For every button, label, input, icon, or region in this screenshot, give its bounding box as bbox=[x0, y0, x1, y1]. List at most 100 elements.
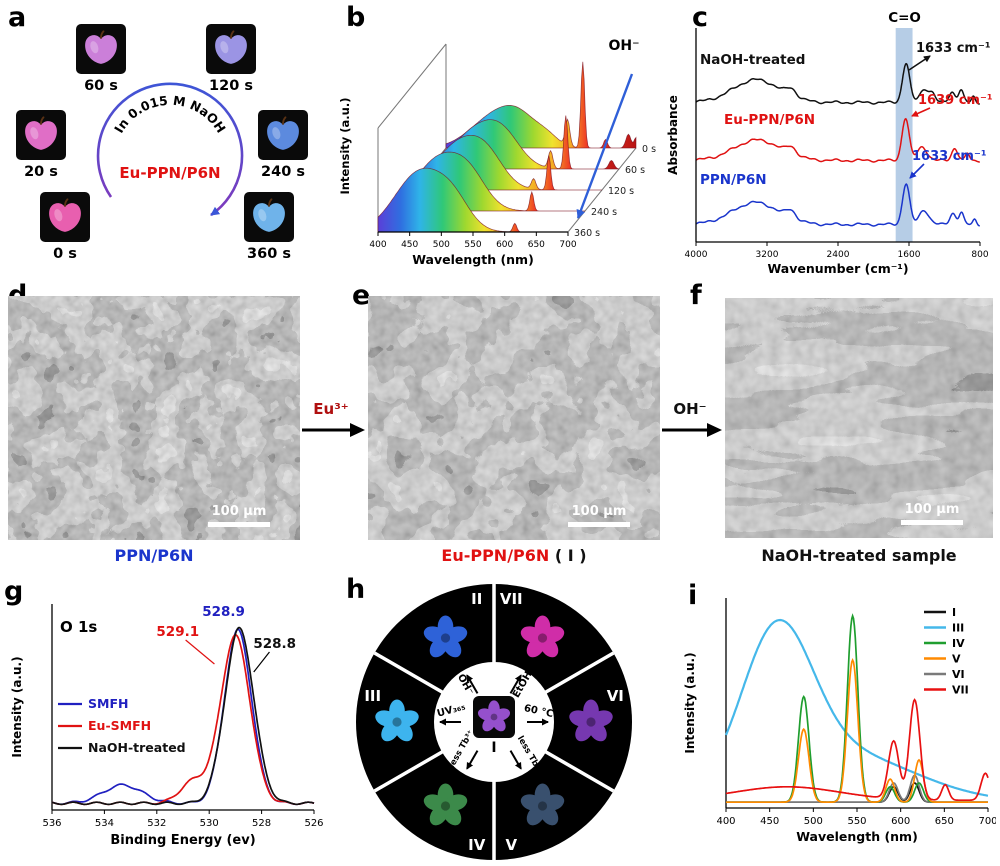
sem-image-eu-ppn-p6n: 100 μm bbox=[368, 296, 660, 540]
peak-wavenumber-label: 1639 cm⁻¹ bbox=[918, 93, 993, 108]
segment-numeral: IV bbox=[468, 836, 486, 854]
legend-label: SMFH bbox=[88, 696, 128, 711]
ftir-curve-0 bbox=[695, 62, 980, 105]
peak-wavenumber-label: 1633 cm⁻¹ bbox=[912, 149, 987, 164]
curve-name-label: NaOH-treated bbox=[700, 52, 805, 68]
sem-caption-f: NaOH-treated sample bbox=[725, 546, 993, 565]
segment-numeral: III bbox=[364, 687, 381, 705]
time-direction-arrow bbox=[576, 73, 634, 219]
legend-label: IV bbox=[952, 637, 965, 650]
y-axis-label: Intensity (a.u.) bbox=[338, 98, 352, 195]
xps-curve-2 bbox=[51, 626, 315, 806]
segment-numeral: VI bbox=[607, 687, 624, 705]
segment-numeral: V bbox=[505, 836, 517, 854]
ftir-curve-1 bbox=[695, 117, 980, 163]
time-label: 20 s bbox=[24, 164, 58, 180]
transition-arrow-e-to-f: OH⁻ bbox=[662, 400, 722, 437]
sem-caption-e-main: Eu-PPN/P6N bbox=[441, 546, 550, 565]
legend-label: V bbox=[952, 653, 961, 666]
svg-text:2400: 2400 bbox=[827, 250, 850, 260]
svg-text:400: 400 bbox=[369, 240, 386, 250]
panel-b-waterfall-chart: 0 s 60 s 120 s 240 s 360 s 400 450 500 550 600 650… bbox=[338, 38, 656, 267]
panel-i-spectra-chart: 400 450 500 550 600 650 700 Wavelength (nm) Inte… bbox=[683, 598, 996, 844]
time-series-label: 60 s bbox=[625, 165, 645, 176]
svg-text:536: 536 bbox=[42, 818, 61, 829]
stimulus-arrow bbox=[466, 750, 479, 770]
sem-image-naoh-treated: 100 μm bbox=[725, 298, 993, 538]
segment-numeral: II bbox=[471, 590, 482, 608]
svg-text:530: 530 bbox=[200, 818, 219, 829]
stimulus-arrow bbox=[466, 674, 479, 694]
panel-letter-c: c bbox=[692, 2, 709, 33]
peak-energy-label: 528.8 bbox=[253, 636, 296, 652]
svg-text:526: 526 bbox=[304, 818, 323, 829]
svg-text:528: 528 bbox=[252, 818, 271, 829]
svg-text:400: 400 bbox=[716, 816, 735, 827]
svg-text:700: 700 bbox=[978, 816, 996, 827]
svg-text:532: 532 bbox=[147, 818, 166, 829]
transition-arrow-d-to-e: Eu³⁺ bbox=[302, 400, 365, 437]
panel-a-color-change-scheme: In 0.015 M NaOH Eu-PPN/P6N 60 s 120 s 20 s 24… bbox=[16, 24, 308, 262]
svg-text:4000: 4000 bbox=[685, 250, 708, 260]
arrow-head-icon bbox=[707, 423, 722, 437]
time-label: 120 s bbox=[209, 78, 253, 94]
legend-label: VI bbox=[952, 668, 965, 681]
scale-bar bbox=[901, 520, 963, 525]
panel-letter-f: f bbox=[690, 280, 702, 311]
sem-caption-e: Eu-PPN/P6N ( I ) bbox=[368, 546, 660, 565]
svg-text:800: 800 bbox=[971, 250, 988, 260]
legend-label: VII bbox=[952, 684, 969, 697]
time-label: 360 s bbox=[247, 246, 291, 262]
svg-text:534: 534 bbox=[95, 818, 114, 829]
x-axis-label: Binding Energy (ev) bbox=[110, 833, 255, 848]
time-series-label: 360 s bbox=[574, 228, 600, 239]
spectrum-curve-VII bbox=[725, 698, 989, 802]
x-axis-label: Wavenumber (cm⁻¹) bbox=[767, 261, 908, 276]
scale-bar-label: 100 μm bbox=[572, 504, 627, 519]
curve-name-label: PPN/P6N bbox=[700, 172, 767, 188]
x-axis-label: Wavelength (nm) bbox=[412, 252, 534, 267]
y-axis-label: Intensity (a.u.) bbox=[683, 652, 697, 753]
legend-label: III bbox=[952, 622, 964, 635]
y-axis-label: Intensity (a.u.) bbox=[10, 656, 24, 757]
svg-text:450: 450 bbox=[401, 240, 418, 250]
transition-arrow-e-to-f-label: OH⁻ bbox=[673, 400, 706, 418]
svg-text:600: 600 bbox=[891, 816, 910, 827]
sem-caption-d-text: PPN/P6N bbox=[114, 546, 194, 565]
panel-c-ftir-chart: C=O NaOH-treated Eu-PPN/P6N PPN/P6N 1633 cm⁻… bbox=[666, 10, 993, 276]
peak-energy-label: 528.9 bbox=[202, 604, 245, 620]
time-series-label: 0 s bbox=[642, 144, 656, 155]
svg-text:700: 700 bbox=[559, 240, 576, 250]
sem-caption-e-suffix: ( I ) bbox=[549, 546, 587, 565]
scale-bar bbox=[208, 522, 270, 527]
panel-letter-b: b bbox=[346, 2, 366, 33]
svg-text:3200: 3200 bbox=[756, 250, 779, 260]
naoh-condition-label: In 0.015 M NaOH bbox=[111, 93, 229, 136]
svg-text:650: 650 bbox=[935, 816, 954, 827]
oh-annotation: OH⁻ bbox=[608, 38, 639, 54]
ftir-curve-2 bbox=[695, 183, 980, 227]
scale-bar-label: 100 μm bbox=[212, 504, 267, 519]
svg-text:600: 600 bbox=[496, 240, 513, 250]
time-label: 240 s bbox=[261, 164, 305, 180]
svg-text:450: 450 bbox=[760, 816, 779, 827]
chart-title: O 1s bbox=[60, 618, 97, 636]
sample-name-label: Eu-PPN/P6N bbox=[119, 164, 220, 182]
time-series-label: 120 s bbox=[608, 186, 634, 197]
curve-name-label: Eu-PPN/P6N bbox=[724, 112, 815, 128]
panel-letter-g: g bbox=[4, 576, 24, 607]
spectrum-curve-V bbox=[726, 658, 988, 804]
legend-label: I bbox=[952, 606, 956, 619]
cycle-arrow bbox=[96, 82, 244, 217]
xps-curve-0 bbox=[51, 628, 315, 806]
panel-letter-h: h bbox=[346, 574, 366, 605]
panel-letter-a: a bbox=[8, 2, 27, 33]
svg-text:650: 650 bbox=[528, 240, 545, 250]
y-axis-label: Absorbance bbox=[666, 95, 680, 175]
svg-text:550: 550 bbox=[847, 816, 866, 827]
panel-letter-i: i bbox=[688, 580, 698, 611]
svg-text:1600: 1600 bbox=[898, 250, 921, 260]
time-label: 60 s bbox=[84, 78, 118, 94]
